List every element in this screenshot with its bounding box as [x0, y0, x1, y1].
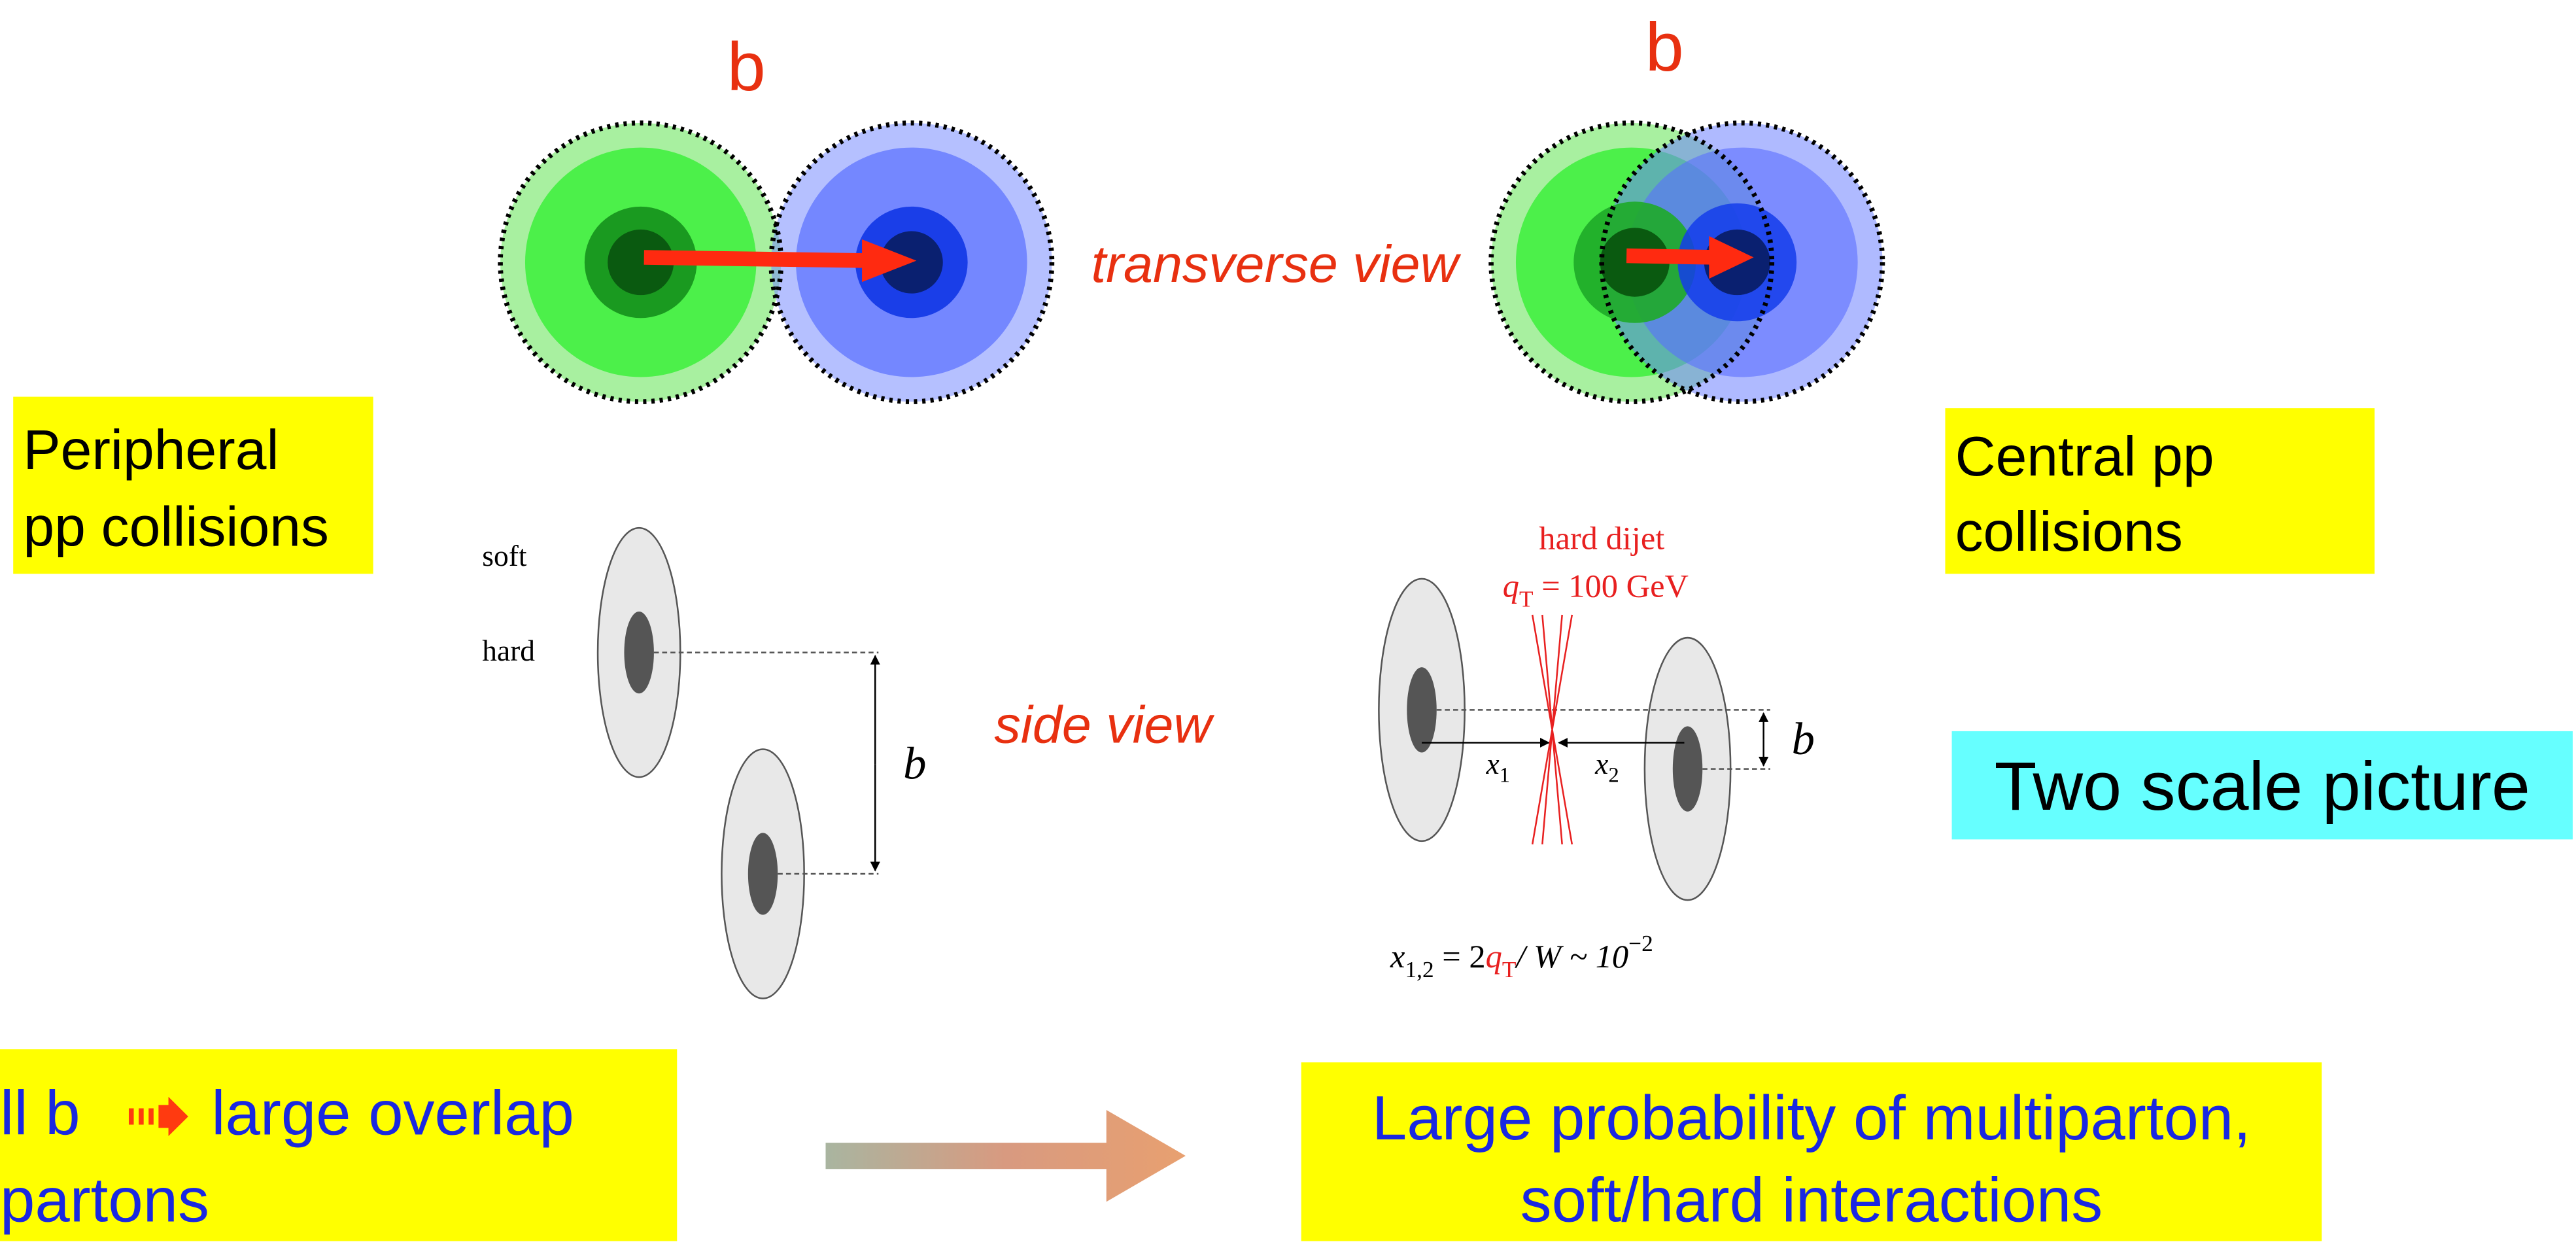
hard-label: hard — [482, 634, 535, 667]
dijet-view: hard dijet qT = 100 GeV x1 x2 b — [1379, 520, 1815, 900]
x: x — [1594, 748, 1608, 780]
hard-core — [1673, 726, 1702, 811]
rest: / W ~ 10 — [1514, 938, 1628, 975]
exp: −2 — [1628, 931, 1653, 956]
jets — [1532, 615, 1572, 844]
hard-core — [1407, 667, 1436, 752]
side-view-label: side view — [995, 696, 1215, 755]
hard-core — [748, 833, 778, 914]
rest: = 100 GeV — [1534, 568, 1689, 604]
x2-label: x2 — [1594, 748, 1619, 787]
x1-label: x1 — [1485, 748, 1510, 787]
peripheral-line: pp collisions — [23, 496, 329, 559]
sub: T — [1519, 587, 1534, 612]
sub: 1,2 — [1405, 957, 1434, 982]
two-scale-label: Two scale picture — [1995, 748, 2530, 825]
q: q — [1486, 938, 1502, 975]
formula: x1,2 = 2qT/ W ~ 10−2 — [1390, 931, 1653, 982]
hard-core — [624, 612, 653, 693]
dijet-title: hard dijet — [1539, 520, 1664, 557]
sub: 1 — [1500, 764, 1510, 787]
x: x — [1485, 748, 1499, 780]
bottom-left-line: partons — [0, 1166, 209, 1236]
side-view: soft hard b — [482, 528, 926, 998]
b-label: b — [1792, 714, 1815, 765]
transverse-label: transverse view — [1091, 235, 1462, 294]
b-arrow — [644, 258, 872, 261]
central-line: Central pp — [1955, 426, 2214, 488]
bottom-right-line: Large probability of multiparton, — [1372, 1083, 2251, 1153]
x: x — [1390, 938, 1405, 975]
bottom-right-line: soft/hard interactions — [1520, 1166, 2103, 1236]
peripheral-line: Peripheral — [23, 419, 279, 481]
b-label: b — [903, 738, 926, 789]
b-arrow — [1626, 256, 1717, 258]
q: q — [1503, 568, 1519, 604]
qt-label: qT = 100 GeV — [1503, 568, 1689, 612]
slide: b transverse view b Peripheral pp collis… — [0, 0, 2576, 1246]
soft-label: soft — [482, 540, 527, 572]
peripheral-transverse: b — [500, 28, 1052, 402]
b-label: b — [727, 28, 766, 105]
sub: 2 — [1608, 764, 1619, 787]
bottom-left-line: ll b — [0, 1079, 80, 1149]
b-label: b — [1645, 9, 1684, 86]
central-line: collisions — [1955, 501, 2183, 563]
bottom-left-line: large overlap — [211, 1079, 574, 1149]
central-transverse: b — [1491, 9, 1882, 402]
eq: = 2 — [1434, 938, 1486, 975]
page: b transverse view b Peripheral pp collis… — [0, 0, 2576, 1246]
sub: T — [1502, 957, 1517, 982]
big-arrow — [826, 1110, 1186, 1202]
